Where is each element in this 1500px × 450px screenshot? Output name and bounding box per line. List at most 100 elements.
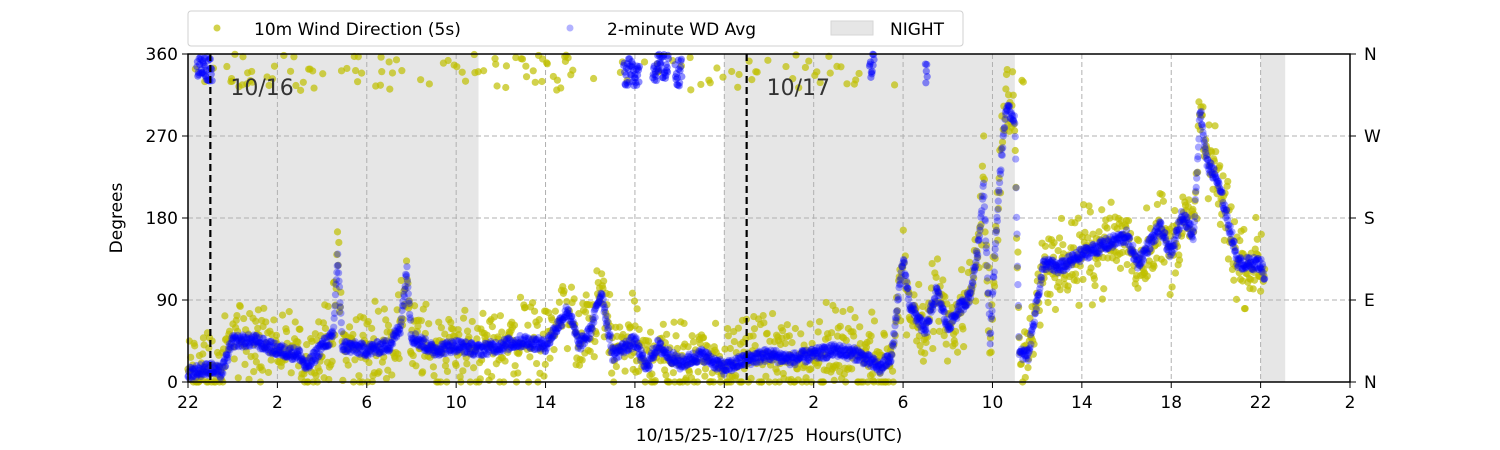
wd-avg-point (903, 277, 911, 285)
wd-5s-point (987, 348, 995, 356)
wd-avg-point (326, 329, 335, 337)
wd-avg-point (478, 351, 486, 359)
wd-avg-point (494, 346, 502, 354)
wd-5s-point (837, 63, 845, 71)
wd-5s-point (478, 356, 486, 364)
wd-avg-point (482, 350, 490, 358)
wd-avg-point (923, 329, 931, 337)
wd-avg-point (409, 336, 417, 345)
wd-5s-point (1234, 256, 1243, 264)
wd-avg-point (371, 343, 379, 352)
wd-avg-point (389, 340, 397, 348)
wd-5s-point (588, 315, 596, 323)
wd-5s-point (842, 336, 850, 344)
wd-5s-point (648, 370, 656, 378)
wd-5s-point (699, 333, 708, 342)
wd-avg-point (291, 350, 299, 358)
wd-avg-point (529, 340, 537, 348)
wd-avg-point (1011, 132, 1019, 141)
wd-5s-point (541, 360, 549, 368)
wd-avg-point (351, 341, 360, 349)
wd-avg-point (335, 283, 344, 291)
wd-5s-point (996, 189, 1005, 197)
y2-tick-label: E (1364, 291, 1375, 311)
wd-avg-point (541, 341, 549, 349)
wd-avg-point (1218, 188, 1226, 196)
wd-5s-point (571, 320, 579, 329)
wd-avg-point (437, 349, 446, 357)
wd-avg-point (434, 349, 442, 357)
wd-avg-point (549, 324, 558, 332)
wd-avg-point (1013, 230, 1021, 238)
wd-5s-point (380, 353, 388, 361)
wd-5s-point (1216, 162, 1224, 170)
wd-5s-point (747, 374, 755, 382)
wd-avg-point (1146, 245, 1154, 253)
wd-avg-point (1014, 280, 1022, 289)
wd-avg-point (211, 364, 219, 372)
wd-avg-point (200, 367, 208, 375)
wd-avg-point (277, 343, 285, 351)
wd-5s-point (1154, 239, 1162, 247)
wd-5s-point (694, 368, 702, 376)
wd-avg-point (401, 285, 409, 293)
wd-5s-point (557, 84, 565, 92)
wd-5s-point (1118, 248, 1127, 256)
wd-5s-point (994, 236, 1002, 244)
wd-avg-point (286, 353, 294, 361)
wd-5s-point (1049, 253, 1058, 261)
wd-5s-point (623, 76, 631, 85)
wd-avg-point (318, 337, 327, 345)
wd-avg-point (466, 350, 475, 358)
wd-5s-point (897, 317, 905, 325)
wd-5s-point (1080, 201, 1088, 209)
wd-avg-point (462, 348, 471, 356)
wd-5s-point (1012, 234, 1021, 242)
wd-avg-point (323, 341, 332, 349)
wd-avg-point (210, 368, 218, 376)
wd-avg-point (226, 344, 235, 352)
wd-5s-point (1090, 275, 1098, 283)
wd-avg-point (533, 345, 542, 353)
wd-2min-avg-points (184, 50, 1269, 383)
wd-avg-point (489, 346, 497, 355)
wd-5s-point (984, 327, 993, 335)
wd-5s-point (686, 53, 694, 62)
wd-5s-point (915, 280, 923, 289)
wd-avg-point (441, 339, 449, 348)
wd-avg-point (520, 333, 529, 341)
wd-5s-point (297, 86, 305, 94)
wd-5s-point (392, 56, 401, 64)
wd-avg-point (377, 345, 386, 354)
wd-avg-point (384, 345, 392, 353)
wd-5s-point (492, 60, 500, 68)
wd-5s-point (463, 327, 472, 335)
wd-5s-point (473, 335, 481, 343)
wd-avg-point (251, 332, 260, 340)
wd-5s-point (888, 350, 896, 359)
wd-5s-point (646, 328, 655, 336)
wd-5s-point (1088, 301, 1096, 309)
wd-5s-point (943, 357, 952, 365)
wd-avg-point (407, 334, 416, 342)
wd-avg-point (475, 340, 483, 349)
wd-5s-point (1015, 303, 1023, 312)
wd-5s-point (827, 329, 836, 337)
wd-5s-point (348, 336, 356, 344)
wd-5s-point (1109, 241, 1117, 249)
wd-avg-point (526, 344, 534, 353)
wd-5s-point (1021, 373, 1029, 382)
wd-5s-point (324, 302, 332, 311)
wd-5s-point (578, 356, 586, 364)
wd-avg-point (300, 359, 308, 367)
wd-avg-point (437, 346, 445, 354)
wd-5s-point (941, 293, 949, 301)
wd-5s-point (659, 320, 667, 328)
wd-5s-point (903, 331, 911, 339)
wd-avg-point (322, 338, 331, 346)
wd-avg-point (543, 339, 551, 348)
wd-avg-point (345, 339, 353, 347)
wd-5s-point (669, 57, 677, 65)
wd-5s-point (268, 75, 277, 83)
wd-avg-point (502, 340, 510, 348)
